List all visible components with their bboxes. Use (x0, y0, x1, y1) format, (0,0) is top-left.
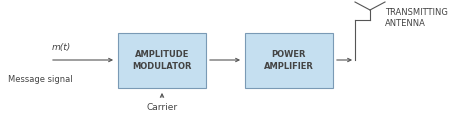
Text: Message signal: Message signal (8, 75, 73, 84)
Text: TRANSMITTING
ANTENNA: TRANSMITTING ANTENNA (385, 8, 448, 28)
Text: POWER
AMPLIFIER: POWER AMPLIFIER (264, 50, 314, 71)
Bar (118, 33, 206, 88)
Text: m(t): m(t) (52, 43, 71, 52)
Text: AMPLITUDE
MODULATOR: AMPLITUDE MODULATOR (132, 50, 192, 71)
Text: Carrier: Carrier (146, 103, 178, 112)
Bar (245, 33, 333, 88)
